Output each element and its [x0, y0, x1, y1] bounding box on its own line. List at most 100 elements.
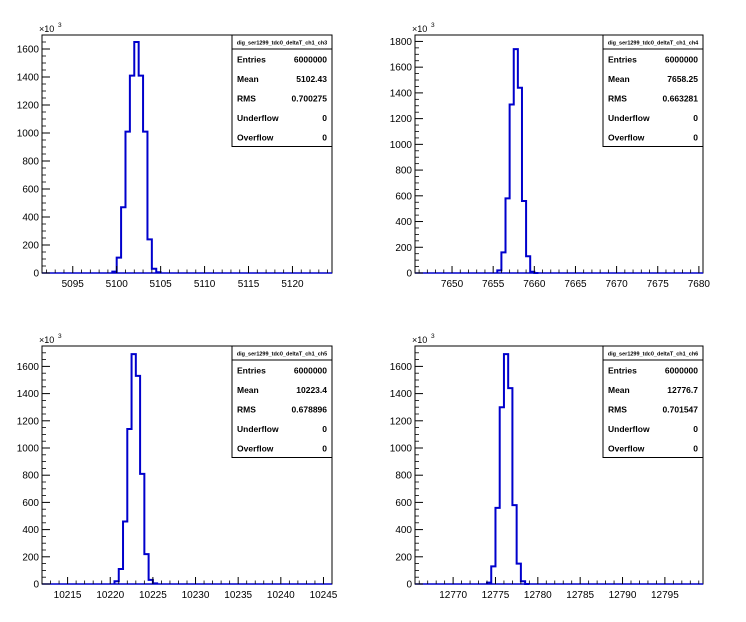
stats-value: 0 [693, 444, 698, 454]
stats-label: RMS [608, 94, 627, 104]
y-tick-label: 1000 [390, 444, 413, 455]
x-tick-label: 10225 [139, 590, 167, 601]
stats-label: Underflow [237, 113, 279, 123]
stats-label: Overflow [237, 133, 274, 143]
stats-box: dig_ser1299_tdc0_deltaT_ch1_ch4 Entries 60… [602, 34, 704, 147]
stats-value: 0.700275 [292, 94, 328, 104]
stats-title: dig_ser1299_tdc0_deltaT_ch1_ch3 [237, 41, 328, 47]
stats-label: Entries [608, 366, 637, 376]
y-tick-label: 1200 [390, 114, 413, 125]
stats-value: 6000000 [665, 55, 698, 65]
histogram-line [111, 41, 162, 274]
histogram-line [113, 353, 159, 585]
stats-label: Entries [237, 55, 266, 65]
stats-box-frame [602, 345, 704, 458]
y-tick-label: 0 [33, 580, 39, 591]
y-tick-label: 600 [22, 498, 39, 509]
stats-value: 7658.25 [667, 74, 698, 84]
x-tick-label: 10215 [54, 590, 82, 601]
y-tick-label: 600 [395, 191, 412, 202]
stats-value: 0 [322, 444, 327, 454]
histogram-pad: 5095 5100 5105 5110 5115 5120 0 200 400 600 800 100… [17, 22, 333, 290]
x-tick-label: 10235 [224, 590, 252, 601]
x-tick-label: 10220 [96, 590, 124, 601]
y-tick-label: 800 [22, 157, 39, 168]
stats-box-frame [231, 34, 333, 147]
y-tick-label: 400 [395, 525, 412, 536]
stats-label: Overflow [608, 444, 645, 454]
stats-label: Underflow [608, 113, 650, 123]
x-tick-label: 7670 [605, 279, 628, 290]
x-tick-label: 12780 [524, 590, 552, 601]
stats-label: Overflow [608, 133, 645, 143]
y-tick-label: 800 [395, 471, 412, 482]
y-tick-label: 800 [22, 471, 39, 482]
x-tick-label: 12770 [439, 590, 467, 601]
y-tick-label: 1200 [17, 416, 40, 427]
x-tick-label: 7650 [441, 279, 464, 290]
y-tick-label: 1200 [17, 101, 40, 112]
y-tick-label: 1600 [390, 63, 413, 74]
y-tick-label: 400 [22, 525, 39, 536]
y-multiplier: ×10 [412, 335, 427, 345]
stats-value: 0 [322, 424, 327, 434]
y-tick-label: 800 [395, 166, 412, 177]
stats-label: Mean [608, 74, 630, 84]
x-tick-label: 5115 [238, 279, 260, 290]
x-tick-label: 12795 [651, 590, 679, 601]
stats-label: RMS [237, 94, 256, 104]
stats-title: dig_ser1299_tdc0_deltaT_ch1_ch6 [608, 352, 699, 358]
stats-value: 10223.4 [296, 385, 327, 395]
y-tick-label: 0 [406, 580, 412, 591]
stats-value: 0 [322, 133, 327, 143]
histogram-line [496, 48, 539, 274]
x-tick-label: 7665 [564, 279, 587, 290]
y-tick-label: 1000 [17, 129, 40, 140]
histogram-pad: 12770 12775 12780 12785 12790 12795 0 200 400 600… [390, 333, 704, 601]
x-tick-label: 12790 [609, 590, 637, 601]
stats-label: Mean [237, 385, 259, 395]
stats-box: dig_ser1299_tdc0_deltaT_ch1_ch5 Entries 60… [231, 345, 333, 458]
y-tick-label: 0 [406, 269, 412, 280]
stats-label: Underflow [237, 424, 279, 434]
y-multiplier-exponent: 3 [431, 333, 435, 340]
stats-value: 0.701547 [663, 405, 699, 415]
y-multiplier-exponent: 3 [58, 22, 62, 29]
histogram-pad: 10215 10220 10225 10230 10235 10240 10245 0 200 4… [17, 333, 338, 601]
stats-value: 12776.7 [667, 385, 698, 395]
y-tick-label: 200 [22, 552, 39, 563]
y-multiplier-exponent: 3 [431, 22, 435, 29]
y-tick-label: 1600 [17, 45, 40, 56]
stats-value: 0 [693, 133, 698, 143]
stats-label: Mean [608, 385, 630, 395]
x-tick-label: 7675 [647, 279, 670, 290]
stats-box: dig_ser1299_tdc0_deltaT_ch1_ch3 Entries 60… [231, 34, 333, 147]
x-tick-label: 7660 [523, 279, 546, 290]
x-tick-label: 10240 [267, 590, 295, 601]
stats-label: Overflow [237, 444, 274, 454]
stats-label: RMS [608, 405, 627, 415]
stats-label: Mean [237, 74, 259, 84]
y-tick-label: 1600 [390, 362, 413, 373]
stats-value: 5102.43 [296, 74, 327, 84]
stats-value: 0.678896 [292, 405, 328, 415]
y-tick-label: 200 [395, 243, 412, 254]
x-tick-label: 5105 [150, 279, 173, 290]
x-tick-label: 12785 [566, 590, 594, 601]
y-tick-label: 200 [22, 241, 39, 252]
stats-title: dig_ser1299_tdc0_deltaT_ch1_ch5 [237, 352, 328, 358]
histogram-pad: 7650 7655 7660 7665 7670 7675 7680 0 200 400 600 80… [390, 22, 711, 290]
y-tick-label: 600 [395, 498, 412, 509]
y-tick-label: 1400 [390, 88, 413, 99]
stats-label: Entries [608, 55, 637, 65]
y-tick-label: 1200 [390, 416, 413, 427]
x-tick-label: 5100 [106, 279, 129, 290]
y-tick-label: 0 [33, 269, 39, 280]
x-tick-label: 5095 [62, 279, 85, 290]
y-tick-label: 1800 [390, 37, 413, 48]
y-tick-label: 600 [22, 185, 39, 196]
stats-label: Underflow [608, 424, 650, 434]
x-tick-label: 10230 [182, 590, 210, 601]
stats-value: 0 [322, 113, 327, 123]
x-tick-label: 5110 [194, 279, 216, 290]
